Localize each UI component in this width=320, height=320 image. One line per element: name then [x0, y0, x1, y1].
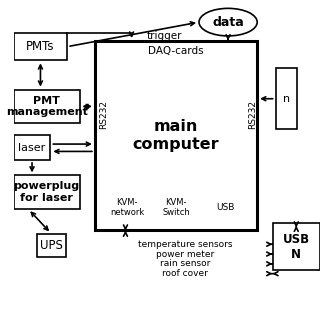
Bar	[14, 135, 51, 160]
Bar	[14, 175, 79, 209]
Text: USB: USB	[216, 203, 234, 212]
Bar	[273, 223, 320, 270]
Text: trigger: trigger	[147, 31, 182, 41]
Bar	[14, 33, 67, 60]
Text: powerplug
for laser: powerplug for laser	[13, 181, 80, 203]
Text: main
computer: main computer	[133, 119, 219, 152]
Text: KVM-
Switch: KVM- Switch	[162, 198, 190, 217]
Text: temperature sensors: temperature sensors	[138, 240, 232, 249]
Text: PMTs: PMTs	[26, 40, 55, 53]
Text: USB
N: USB N	[283, 233, 310, 260]
Text: data: data	[212, 16, 244, 29]
Text: power meter: power meter	[156, 250, 214, 259]
Bar	[36, 234, 66, 257]
Text: laser: laser	[19, 143, 46, 153]
Text: UPS: UPS	[40, 238, 63, 252]
Text: DAQ-cards: DAQ-cards	[148, 46, 204, 56]
Bar	[276, 68, 297, 129]
Text: roof cover: roof cover	[162, 269, 208, 278]
Ellipse shape	[199, 8, 257, 36]
Text: RS232: RS232	[248, 100, 257, 129]
Bar	[95, 41, 257, 230]
Bar	[14, 90, 79, 123]
Text: rain sensor: rain sensor	[160, 259, 210, 268]
Text: n: n	[283, 94, 290, 104]
Text: RS232: RS232	[99, 100, 108, 129]
Text: PMT
management: PMT management	[6, 96, 87, 117]
Text: KVM-
network: KVM- network	[110, 198, 144, 217]
